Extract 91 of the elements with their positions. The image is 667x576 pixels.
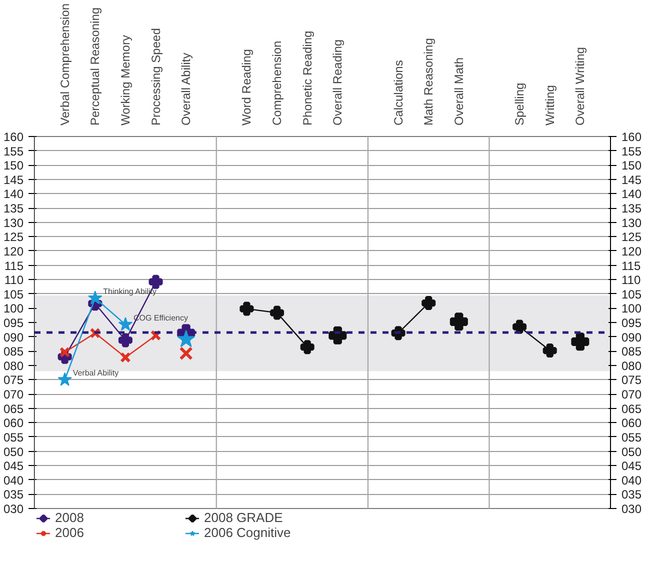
y2-tick-label: 160 — [622, 130, 642, 144]
y-tick-label: 065 — [3, 402, 24, 416]
y-tick-label: 030 — [3, 502, 24, 516]
y2-tick-label: 145 — [622, 172, 642, 187]
legend-label: 2006 Cognitive — [204, 525, 292, 540]
x-tick-label: Perceptual Reasoning — [88, 7, 102, 126]
y2-tick-label: 130 — [622, 216, 642, 230]
y2-tick-label: 085 — [622, 344, 642, 359]
point — [177, 330, 196, 348]
y-tick-label: 155 — [3, 144, 24, 158]
y-tick-label: 090 — [3, 330, 24, 344]
y-tick-label: 100 — [3, 302, 24, 316]
point — [422, 296, 436, 310]
y2-tick-label: 090 — [622, 330, 642, 344]
y-tick-label: 085 — [3, 344, 24, 359]
y-tick-label: 130 — [3, 216, 24, 230]
point — [148, 274, 163, 289]
y-tick-label: 095 — [3, 316, 24, 330]
y-tick-label: 140 — [3, 187, 24, 202]
x-tick-label: Comprehension — [270, 40, 284, 126]
y-tick-label: 040 — [3, 473, 24, 488]
y2-tick-label: 075 — [622, 373, 642, 388]
y-tick-label: 055 — [3, 430, 24, 444]
y-tick-label: 110 — [4, 273, 24, 288]
y-tick-label: 145 — [3, 172, 24, 187]
annotation: Verbal Ability — [72, 368, 119, 378]
y2-tick-label: 155 — [622, 144, 642, 158]
y-tick-label: 160 — [3, 130, 24, 144]
y2-tick-label: 065 — [622, 402, 642, 416]
y-tick-label: 070 — [3, 388, 24, 402]
legend-label: 2008 — [55, 510, 85, 525]
y-tick-label: 080 — [3, 358, 24, 373]
y2-tick-label: 070 — [622, 388, 642, 402]
point — [179, 346, 193, 360]
x-tick-label: Writting — [542, 85, 557, 126]
point — [270, 306, 284, 320]
x-tick-label: Overall Math — [452, 57, 466, 126]
point — [240, 302, 254, 316]
y-tick-label: 105 — [3, 287, 24, 302]
y2-tick-label: 140 — [622, 187, 642, 202]
x-tick-label: Working Memory — [118, 35, 132, 126]
point — [118, 317, 133, 331]
legend-label: 2006 — [55, 525, 85, 540]
y-tick-label: 075 — [3, 373, 24, 388]
y-tick-label: 120 — [3, 244, 24, 258]
y-tick-label: 125 — [3, 230, 24, 244]
y-tick-label: 050 — [3, 444, 24, 459]
y2-tick-label: 030 — [622, 502, 642, 516]
point — [59, 346, 70, 358]
point — [120, 352, 131, 363]
y2-tick-label: 150 — [622, 158, 642, 173]
y2-tick-label: 105 — [622, 287, 642, 302]
x-tick-label: Processing Speed — [148, 28, 163, 126]
x-tick-label: Verbal Comprehension — [58, 3, 72, 126]
point — [118, 333, 132, 348]
point — [542, 344, 557, 358]
x-tick-label: Word Reading — [240, 49, 254, 126]
y2-tick-label: 135 — [622, 202, 642, 216]
x-tick-label: Spelling — [512, 82, 527, 126]
x-tick-label: Math Reasoning — [422, 38, 436, 126]
y-tick-label: 045 — [3, 459, 24, 474]
y2-tick-label: 035 — [622, 488, 642, 502]
y-tick-label: 135 — [3, 202, 24, 216]
y-tick-label: 035 — [3, 488, 24, 502]
y-tick-label: 115 — [4, 258, 24, 273]
y2-tick-label: 115 — [622, 258, 641, 273]
x-tick-label: Overall Writing — [573, 47, 588, 126]
x-tick-label: Overall Reading — [330, 39, 345, 126]
y2-tick-label: 060 — [622, 416, 642, 430]
y2-tick-label: 110 — [622, 273, 641, 288]
y2-tick-label: 100 — [622, 302, 642, 316]
point — [450, 312, 468, 331]
y2-tick-label: 040 — [622, 473, 642, 488]
y2-tick-label: 095 — [622, 316, 642, 330]
x-tick-label: Phonetic Reading — [300, 30, 314, 126]
legend-label: 2008 GRADE — [204, 510, 284, 525]
y2-tick-label: 120 — [622, 244, 642, 258]
y-tick-label: 060 — [3, 416, 24, 430]
point — [58, 372, 72, 386]
point — [88, 290, 102, 304]
point — [512, 320, 527, 334]
y2-tick-label: 045 — [622, 459, 642, 474]
x-tick-label: Calculations — [391, 60, 406, 126]
y2-tick-label: 055 — [622, 430, 642, 444]
x-tick-label: Overall Ability — [179, 52, 194, 126]
point — [571, 332, 590, 351]
y2-tick-label: 050 — [622, 444, 642, 459]
y-tick-label: 150 — [3, 158, 24, 173]
y2-tick-label: 080 — [622, 358, 642, 373]
y2-tick-label: 125 — [622, 230, 642, 244]
point — [300, 340, 314, 354]
